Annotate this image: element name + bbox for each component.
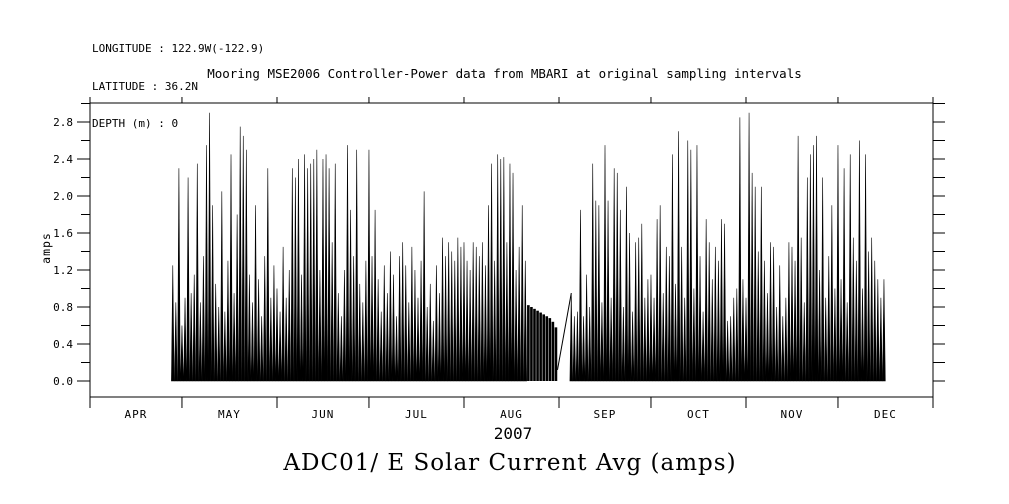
month-tick-label: JUL: [405, 408, 428, 421]
header-metadata: LONGITUDE : 122.9W(-122.9) LATITUDE : 36…: [92, 18, 264, 156]
y-tick-label: 2.8: [53, 116, 73, 129]
gap-connector-line: [556, 293, 572, 370]
plot-title: Mooring MSE2006 Controller-Power data fr…: [207, 66, 802, 81]
depth-label: DEPTH (m) : 0: [92, 117, 179, 130]
month-tick-label: NOV: [781, 408, 804, 421]
axes-frame: [89, 102, 934, 398]
x-axis-month-labels: APR MAY JUN JUL AUG SEP OCT NOV DEC: [125, 408, 897, 421]
x-axis-year-label: 2007: [493, 424, 533, 443]
month-tick-label: SEP: [594, 408, 617, 421]
month-tick-label: JUN: [312, 408, 335, 421]
y-axis-ticks: [77, 103, 945, 382]
y-tick-label: 0.8: [53, 301, 73, 314]
y-tick-label: 2.4: [53, 153, 73, 166]
y-tick-label: 1.2: [53, 264, 73, 277]
y-axis-tick-labels: 0.0 0.4 0.8 1.2 1.6 2.0 2.4 2.8: [53, 116, 73, 388]
month-tick-label: AUG: [500, 408, 523, 421]
month-tick-label: OCT: [687, 408, 710, 421]
month-tick-label: DEC: [874, 408, 897, 421]
y-tick-label: 1.6: [53, 227, 73, 240]
x-axis-ticks: [89, 97, 934, 408]
figure-caption: ADC01/ E Solar Current Avg (amps): [283, 450, 737, 476]
data-spikes: [171, 112, 886, 382]
longitude-label: LONGITUDE : 122.9W(-122.9): [92, 42, 265, 55]
y-tick-label: 0.4: [53, 338, 73, 351]
month-tick-label: APR: [125, 408, 148, 421]
month-tick-label: MAY: [218, 408, 241, 421]
y-tick-label: 0.0: [53, 375, 73, 388]
latitude-label: LATITUDE : 36.2N: [92, 79, 198, 93]
y-tick-label: 2.0: [53, 190, 73, 203]
